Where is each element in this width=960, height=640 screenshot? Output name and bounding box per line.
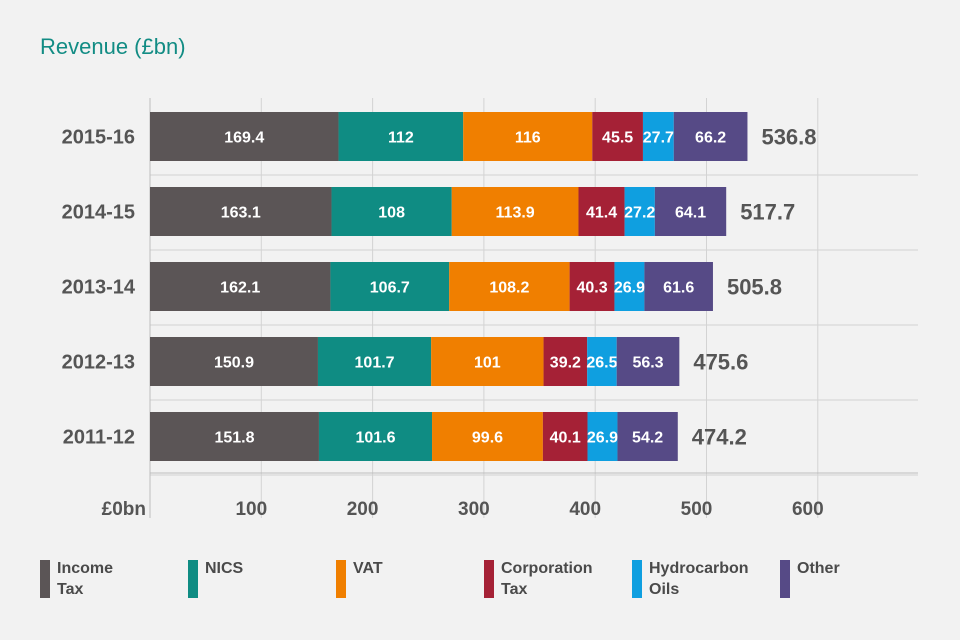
bar-segment <box>542 412 588 461</box>
legend-swatch <box>40 560 50 598</box>
x-tick-label: 200 <box>347 499 379 520</box>
bar-segment <box>616 337 680 386</box>
legend-label: Corporation Tax <box>501 560 593 598</box>
bar-segment <box>569 262 615 311</box>
bar-value-label: 150.9 <box>214 355 254 372</box>
bar-total-label: 474.2 <box>692 425 747 450</box>
category-label: 2011-12 <box>63 427 135 449</box>
bar-total-label: 475.6 <box>693 350 748 375</box>
bar-value-label: 64.1 <box>675 205 706 222</box>
bar-segment <box>150 187 332 236</box>
bar-total-label: 505.8 <box>727 275 782 300</box>
bar-segment <box>431 337 544 386</box>
x-tick-label: 400 <box>569 499 601 520</box>
bar-segment <box>317 337 432 386</box>
bar-value-label: 106.7 <box>370 280 410 297</box>
bar-value-label: 169.4 <box>224 130 264 147</box>
bar-segment <box>587 337 617 386</box>
bar-value-label: 39.2 <box>550 355 581 372</box>
bar-value-label: 56.3 <box>632 355 663 372</box>
bar-segment <box>331 187 452 236</box>
bar-value-label: 26.9 <box>587 430 618 447</box>
bar-value-label: 151.8 <box>214 430 254 447</box>
bar-value-label: 101.7 <box>355 355 395 372</box>
legend-item: Income Tax <box>40 558 167 600</box>
legend: Income Tax NICS VAT Corporation Tax Hydrocarbo… <box>40 558 920 608</box>
bar-value-label: 54.2 <box>632 430 663 447</box>
bar-segment <box>451 187 579 236</box>
bar-value-label: 101.6 <box>355 430 395 447</box>
bar-value-label: 66.2 <box>695 130 726 147</box>
bar-segment <box>338 112 464 161</box>
legend-swatch <box>780 560 790 598</box>
bar-segment <box>150 412 319 461</box>
x-tick-label: £0bn <box>102 499 146 520</box>
legend-item: Corporation Tax <box>484 558 611 600</box>
bar-segment <box>543 337 588 386</box>
bar-segment <box>642 112 674 161</box>
legend-item: NICS <box>188 558 315 598</box>
category-label: 2012-13 <box>62 352 135 374</box>
bar-segment <box>614 262 645 311</box>
bar-segment <box>617 412 678 461</box>
bar-value-label: 116 <box>515 130 541 147</box>
bar-total-label: 536.8 <box>761 125 816 150</box>
bar-value-label: 101 <box>474 355 501 372</box>
bar-segment <box>432 412 543 461</box>
legend-swatch <box>484 560 494 598</box>
bar-value-label: 26.9 <box>614 280 645 297</box>
legend-item: Hydrocarbon Oils <box>632 558 759 600</box>
bar-segment <box>463 112 593 161</box>
legend-swatch <box>188 560 198 598</box>
x-tick-label: 300 <box>458 499 490 520</box>
bar-value-label: 26.5 <box>586 355 617 372</box>
x-tick-label: 500 <box>681 499 713 520</box>
bar-value-label: 40.3 <box>576 280 607 297</box>
category-label: 2014-15 <box>62 202 135 224</box>
bar-segment <box>644 262 713 311</box>
bar-value-label: 163.1 <box>221 205 261 222</box>
bar-value-label: 40.1 <box>550 430 581 447</box>
bar-segment <box>150 337 318 386</box>
bar-value-label: 61.6 <box>663 280 694 297</box>
legend-item: VAT <box>336 558 463 598</box>
bar-value-label: 41.4 <box>586 205 617 222</box>
legend-label: Income Tax <box>57 560 114 598</box>
legend-label: Hydrocarbon Oils <box>649 560 749 598</box>
bar-segment <box>150 112 339 161</box>
x-tick-label: 100 <box>235 499 267 520</box>
bar-segment <box>624 187 655 236</box>
bar-segment <box>150 262 331 311</box>
legend-swatch <box>632 560 642 598</box>
bar-segment <box>330 262 450 311</box>
legend-label: Other <box>797 560 840 577</box>
bar-segment <box>654 187 727 236</box>
bar-segment <box>592 112 643 161</box>
bar-value-label: 113.9 <box>496 205 535 222</box>
bar-value-label: 27.7 <box>643 130 674 147</box>
bar-segment <box>587 412 618 461</box>
chart-title: Revenue (£bn) <box>40 34 186 59</box>
bar-value-label: 99.6 <box>472 430 503 447</box>
category-label: 2015-16 <box>62 127 135 149</box>
bar-value-label: 27.2 <box>624 205 655 222</box>
legend-swatch <box>336 560 346 598</box>
bar-value-label: 112 <box>388 130 414 147</box>
bar-value-label: 108.2 <box>489 280 529 297</box>
bar-segment <box>449 262 570 311</box>
x-tick-label: 600 <box>792 499 824 520</box>
legend-item: Other <box>780 558 907 598</box>
legend-label: VAT <box>353 560 383 577</box>
bar-segment <box>673 112 748 161</box>
bar-value-label: 45.5 <box>602 130 633 147</box>
bar-segment <box>578 187 625 236</box>
bar-value-label: 108 <box>378 205 405 222</box>
bar-total-label: 517.7 <box>740 200 795 225</box>
bar-segment <box>318 412 433 461</box>
category-label: 2013-14 <box>62 277 136 299</box>
bar-value-label: 162.1 <box>220 280 260 297</box>
legend-label: NICS <box>205 560 244 577</box>
